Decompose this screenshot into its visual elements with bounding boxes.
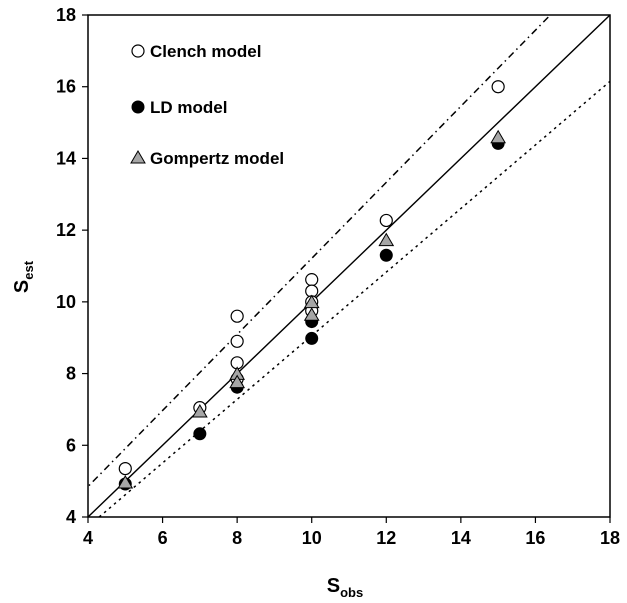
y-tick-label: 10 [56, 292, 76, 312]
y-axis-title: Sest [11, 260, 36, 293]
clench-point [491, 80, 505, 94]
x-tick-label: 6 [158, 528, 168, 548]
y-tick-label: 18 [56, 5, 76, 25]
legend-filled-circle-marker [131, 100, 145, 114]
clench-point [230, 334, 244, 348]
legend-label-ld: LD model [150, 98, 227, 117]
ld-point [193, 427, 207, 441]
x-axis-title-sub: obs [340, 585, 363, 600]
y-tick-label: 12 [56, 220, 76, 240]
reference-line-dash-dot [88, 15, 551, 488]
gompertz-point [303, 307, 320, 321]
legend: Clench model LD model Gompertz model [130, 42, 284, 168]
ld-point [379, 248, 393, 262]
data-points [117, 80, 507, 491]
y-tick-label: 14 [56, 148, 76, 168]
x-tick-label: 12 [376, 528, 396, 548]
gompertz-point [117, 475, 134, 489]
legend-label-gompertz: Gompertz model [150, 149, 284, 168]
clench-point [305, 273, 319, 287]
x-tick-label: 10 [302, 528, 322, 548]
legend-label-clench: Clench model [150, 42, 261, 61]
clench-point [379, 213, 393, 228]
x-tick-label: 8 [232, 528, 242, 548]
reference-line-dotted [98, 80, 610, 517]
legend-open-circle-marker [131, 44, 145, 58]
y-tick-label: 8 [66, 364, 76, 384]
x-axis-title: Sobs [327, 575, 363, 600]
y-axis-title-sub: est [21, 260, 36, 279]
x-tick-label: 16 [525, 528, 545, 548]
x-tick-label: 4 [83, 528, 93, 548]
ld-point [305, 331, 319, 345]
gompertz-point [490, 129, 507, 144]
x-tick-label: 14 [451, 528, 471, 548]
reference-line-solid [88, 15, 610, 517]
gompertz-point [378, 232, 395, 247]
y-tick-label: 4 [66, 507, 76, 527]
gompertz-point [229, 374, 246, 389]
y-tick-label: 16 [56, 77, 76, 97]
gompertz-point [191, 404, 208, 418]
x-axis-title-main: S [327, 575, 340, 597]
legend-triangle-marker [130, 150, 146, 164]
y-axis-title-main: S [11, 280, 33, 293]
axis-ticks: 4 6 8 10 12 14 16 18 4 6 8 10 12 14 16 18 [56, 5, 620, 548]
y-tick-label: 6 [66, 435, 76, 455]
clench-point [118, 461, 132, 476]
clench-point [230, 309, 244, 323]
reference-lines [88, 15, 610, 517]
x-tick-label: 18 [600, 528, 620, 548]
